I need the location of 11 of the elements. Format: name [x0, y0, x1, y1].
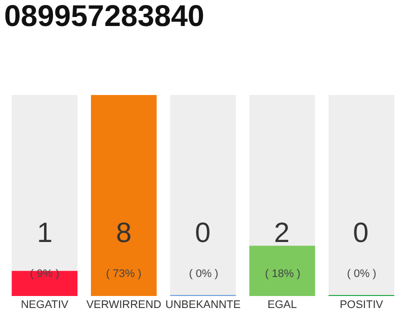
x-tick-label: EGAL — [268, 299, 297, 311]
x-tick-label: POSITIV — [340, 299, 384, 311]
x-tick-label: NEGATIV — [20, 299, 69, 311]
data-label: 8 ( 73% ) — [106, 217, 142, 280]
x-tick-label: UNBEKANNTE — [165, 299, 241, 311]
data-label: 0 ( 0% ) — [189, 217, 218, 280]
x-tick-label: VERWIRREND — [86, 299, 162, 311]
data-label: 2 ( 18% ) — [265, 217, 300, 280]
data-label: 1 ( 9% ) — [30, 217, 60, 280]
chart-title: 089957283840 — [4, 0, 204, 33]
data-label: 0 ( 0% ) — [347, 217, 376, 280]
